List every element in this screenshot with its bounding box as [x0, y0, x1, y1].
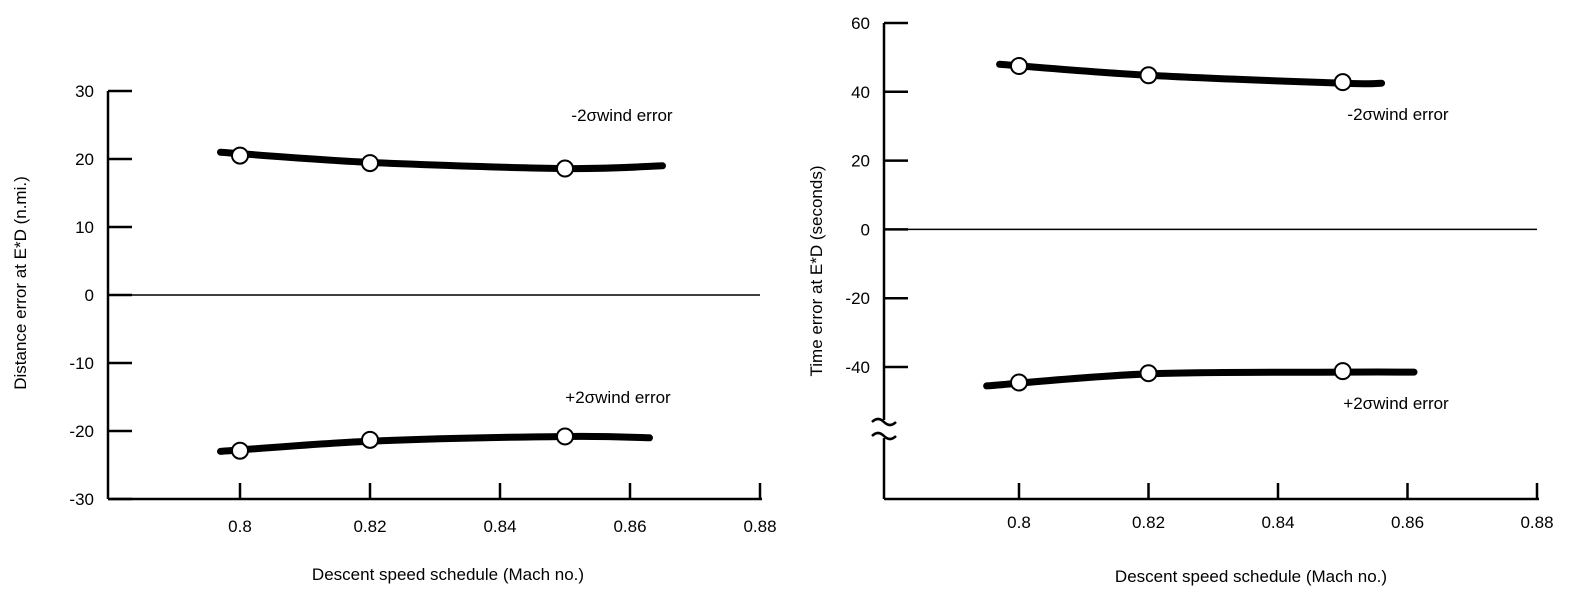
data-point: [231, 441, 249, 460]
y-tick-label: 40: [851, 83, 870, 102]
y-tick-label: -10: [69, 354, 94, 373]
chart-panel-2: 60 40 20 0 -20 -40 0.8 0.82 0.84 0.86 0.88 Descent …: [807, 14, 1554, 586]
data-point: [361, 154, 379, 173]
series-line: [983, 368, 1418, 390]
y-tick-label: 10: [75, 218, 94, 237]
axis-break-mark: [871, 417, 897, 427]
series-line: [217, 432, 653, 455]
data-point: [1139, 364, 1158, 383]
x-axis-title: Descent speed schedule (Mach no.): [312, 565, 584, 584]
x-tick-label: 0.84: [483, 517, 516, 536]
x-tick-label: 0.88: [743, 517, 776, 536]
data-point: [556, 159, 574, 178]
y-axis-title: Time error at E*D (seconds): [807, 166, 826, 377]
x-tick-label: 0.8: [228, 517, 252, 536]
data-point: [556, 427, 574, 446]
y-tick-label: -20: [845, 289, 870, 308]
y-tick-label: 20: [75, 150, 94, 169]
data-point: [1333, 73, 1352, 92]
data-point: [361, 430, 379, 449]
data-point: [1139, 66, 1158, 85]
y-tick-label: 0: [85, 286, 94, 305]
y-tick-label: 30: [75, 82, 94, 101]
series-label: -2σwind error: [1347, 105, 1449, 124]
data-point: [231, 146, 249, 165]
y-tick-label: 20: [851, 152, 870, 171]
x-tick-label: 0.8: [1007, 513, 1031, 532]
series-label: -2σwind error: [571, 106, 673, 125]
y-tick-label: 0: [861, 220, 870, 239]
data-point: [1010, 373, 1028, 392]
y-tick-label: -30: [69, 490, 94, 509]
series-2: +2σwind error: [217, 388, 671, 460]
series-1: -2σwind error: [217, 106, 673, 178]
x-tick-label: 0.88: [1520, 513, 1553, 532]
series-2: +2σwind error: [983, 362, 1449, 413]
x-tick-label: 0.82: [1132, 513, 1165, 532]
series-line: [217, 148, 666, 173]
series-1: -2σwind error: [996, 57, 1449, 124]
series-line: [996, 60, 1386, 88]
series-label: +2σwind error: [1343, 394, 1449, 413]
y-tick-label: -20: [69, 422, 94, 441]
y-tick-label: 60: [851, 14, 870, 33]
x-axis-title: Descent speed schedule (Mach no.): [1115, 567, 1387, 586]
data-point: [1333, 362, 1352, 381]
data-point: [1010, 57, 1028, 75]
axis-break-mark: [871, 431, 897, 441]
series-label: +2σwind error: [565, 388, 671, 407]
y-tick-label: -40: [845, 358, 870, 377]
x-tick-label: 0.82: [353, 517, 386, 536]
y-axis-title: Distance error at E*D (n.mi.): [11, 176, 30, 390]
x-tick-label: 0.86: [613, 517, 646, 536]
chart-panel-1: 30 20 10 0 -10 -20 -30 0.8 0.82 0.84 0.86 0.88 Desce…: [11, 82, 777, 584]
x-tick-label: 0.84: [1261, 513, 1294, 532]
x-tick-label: 0.86: [1391, 513, 1424, 532]
